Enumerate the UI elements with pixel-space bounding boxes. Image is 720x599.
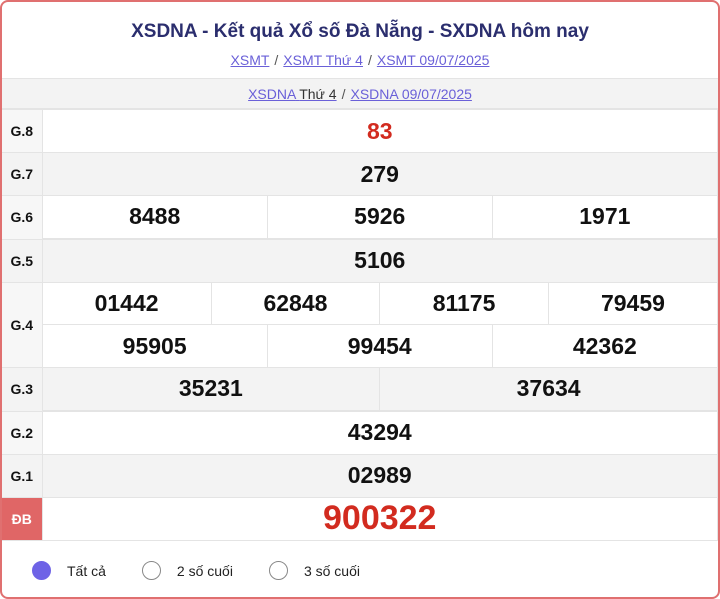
prize-value: 37634 [379, 368, 717, 411]
breadcrumb-xsmt[interactable]: XSMT [230, 52, 270, 68]
digit-filter: Tất cả 2 số cuối 3 số cuối [2, 541, 718, 598]
special-prize-label: ĐB [2, 496, 43, 541]
prize-value: 35231 [42, 368, 381, 411]
special-prize-value: 900322 [41, 496, 718, 541]
prize-value: 79459 [548, 282, 717, 325]
prize-value: 99454 [267, 325, 493, 367]
prize-value: 95905 [42, 325, 268, 367]
prize-value: 02989 [41, 453, 718, 498]
row-special: ĐB 900322 [2, 496, 718, 541]
prize-value: 5106 [41, 238, 718, 283]
link-xsdna-date[interactable]: XSDNA 09/07/2025 [350, 86, 472, 102]
prize-value: 8488 [42, 196, 268, 239]
prize-value: 279 [41, 152, 718, 196]
row-g1: G.1 02989 [2, 453, 718, 498]
prize-value: 01442 [42, 282, 212, 325]
filter-all[interactable]: Tất cả [32, 561, 106, 580]
radio-icon[interactable] [141, 561, 161, 580]
row-g8: G.8 83 [2, 109, 718, 153]
row-g2: G.2 43294 [2, 410, 718, 455]
prize-value: 42362 [572, 332, 637, 359]
header: XSDNA - Kết quả Xổ số Đà Nẵng - SXDNA hô… [2, 2, 718, 78]
sub-nav: XSDNA Thứ 4/XSDNA 09/07/2025 [2, 78, 718, 109]
filter-last-2[interactable]: 2 số cuối [141, 561, 233, 580]
breadcrumb-xsmt-thu4[interactable]: XSMT Thứ 4 [283, 52, 363, 68]
row-g5: G.5 5106 [2, 238, 718, 283]
row-g3: G.3 35231 37634 [2, 367, 718, 412]
prize-value: 5926 [267, 196, 493, 239]
prize-value: 81175 [379, 282, 549, 325]
radio-icon[interactable] [268, 561, 288, 580]
page-title: XSDNA - Kết quả Xổ số Đà Nẵng - SXDNA hô… [131, 21, 589, 42]
prize-value: 1971 [492, 196, 717, 239]
row-g6: G.6 8488 5926 1971 [2, 195, 718, 240]
link-xsdna-thu4[interactable]: XSDNA Thứ 4 [248, 86, 337, 102]
row-g4: G.4 01442 62848 81175 79459 95905 99454 42362 [2, 281, 718, 368]
breadcrumb: XSMT / XSMT Thứ 4/XSMT 09/07/2025 [230, 52, 490, 68]
prize-value: 83 [41, 109, 718, 153]
row-g7: G.7 279 [2, 152, 718, 196]
prize-value: 62848 [211, 282, 381, 325]
radio-selected-icon[interactable] [32, 561, 51, 580]
results-table: G.8 83 G.7 279 G.6 8488 5926 1971 G.5 5106 G.4… [2, 109, 718, 541]
breadcrumb-xsmt-date[interactable]: XSMT 09/07/2025 [376, 52, 490, 68]
prize-value: 43294 [41, 410, 718, 455]
filter-last-3[interactable]: 3 số cuối [268, 561, 360, 580]
